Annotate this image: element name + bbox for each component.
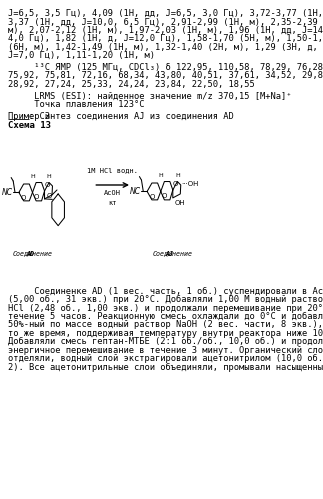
Text: 2). Все ацетонитрильные слои объединяли, промывали насыщенным: 2). Все ацетонитрильные слои объединяли,… bbox=[8, 363, 323, 372]
Text: кт: кт bbox=[109, 200, 117, 206]
Text: 3,37 (1Н, дд, J=10,0, 6,5 Гц), 2,91-2,99 (1Н, м), 2,35-2,39 (1Н,: 3,37 (1Н, дд, J=10,0, 6,5 Гц), 2,91-2,99… bbox=[8, 17, 323, 26]
Text: ¹³C ЯМР (125 МГц, CDCl₃) δ 122,95, 110,58, 78,29, 76,28,: ¹³C ЯМР (125 МГц, CDCl₃) δ 122,95, 110,5… bbox=[8, 63, 323, 72]
Text: 1M HCl водн.: 1M HCl водн. bbox=[87, 168, 138, 174]
Text: O: O bbox=[47, 193, 52, 199]
Text: O: O bbox=[34, 195, 39, 201]
Text: AD: AD bbox=[26, 251, 34, 257]
Text: H: H bbox=[159, 173, 163, 178]
Text: J=7,0 Гц), 1,11-1,20 (1Н, м): J=7,0 Гц), 1,11-1,20 (1Н, м) bbox=[8, 51, 155, 60]
Text: Точка плавления 123°C: Точка плавления 123°C bbox=[8, 100, 145, 109]
Text: LRMS (ESI): найденное значение m/z 370,15 [M+Na]⁺: LRMS (ESI): найденное значение m/z 370,1… bbox=[8, 92, 292, 101]
Text: NC: NC bbox=[130, 187, 141, 196]
Text: AJ: AJ bbox=[166, 251, 174, 257]
Text: ···OH: ···OH bbox=[181, 181, 199, 187]
Text: OH: OH bbox=[175, 200, 186, 206]
Text: течение 5 часов. Реакционную смесь охлаждали до 0°C и добавляли: течение 5 часов. Реакционную смесь охлаж… bbox=[8, 312, 323, 321]
Text: 4,0 Гц), 1,82 (1Н, д, J=12,0 Гц), 1,58-1,70 (5Н, м), 1,50-1,58: 4,0 Гц), 1,82 (1Н, д, J=12,0 Гц), 1,58-1… bbox=[8, 34, 323, 43]
Text: Соединенке AD (1 вес. часть, 1 об.) суспендировали в AcOH: Соединенке AD (1 вес. часть, 1 об.) сусп… bbox=[8, 287, 323, 296]
Text: O: O bbox=[149, 194, 155, 200]
Text: м), 2,07-2,12 (1Н, м), 1,97-2,03 (1Н, м), 1,96 (1Н, дд, J=14,0,: м), 2,07-2,12 (1Н, м), 1,97-2,03 (1Н, м)… bbox=[8, 26, 323, 35]
Text: Пример 3: Пример 3 bbox=[8, 112, 50, 121]
Text: O: O bbox=[21, 195, 26, 201]
Text: Соединение: Соединение bbox=[13, 251, 53, 257]
Text: (5,00 об., 31 экв.) при 20°C. Добавляли 1,00 М водный раствор: (5,00 об., 31 экв.) при 20°C. Добавляли … bbox=[8, 295, 323, 304]
Text: NC: NC bbox=[2, 188, 13, 197]
Text: O: O bbox=[44, 182, 50, 188]
Text: то же время, поддерживая температуру внутри реактора ниже 10°C.: то же время, поддерживая температуру вну… bbox=[8, 329, 323, 338]
Text: Соединение: Соединение bbox=[152, 251, 193, 257]
Text: O: O bbox=[172, 181, 178, 187]
Text: 75,92, 75,81, 72,16, 68,34, 43,80, 40,51, 37,61, 34,52, 29,85,: 75,92, 75,81, 72,16, 68,34, 43,80, 40,51… bbox=[8, 71, 323, 80]
Text: 50%-ный по массе водный раствор NaOH (2 вес. части, 8 экв.), в: 50%-ный по массе водный раствор NaOH (2 … bbox=[8, 320, 323, 329]
Text: энергичное перемешивание в течение 3 минут. Органический слой: энергичное перемешивание в течение 3 мин… bbox=[8, 346, 323, 355]
Text: H: H bbox=[175, 173, 180, 178]
Text: Добавляли смесь гептан-МТБЕ (2:1 об./об., 10,0 об.) и продолжали: Добавляли смесь гептан-МТБЕ (2:1 об./об.… bbox=[8, 337, 323, 346]
Text: H: H bbox=[31, 174, 35, 179]
Text: (6Н, м), 1,42-1,49 (1Н, м), 1,32-1,40 (2Н, м), 1,29 (3Н, д,: (6Н, м), 1,42-1,49 (1Н, м), 1,32-1,40 (2… bbox=[8, 42, 318, 51]
Text: Схема 13: Схема 13 bbox=[8, 121, 51, 130]
Text: H: H bbox=[47, 174, 51, 179]
Text: J=6,5, 3,5 Гц), 4,09 (1Н, дд, J=6,5, 3,0 Гц), 3,72-3,77 (1Н, м),: J=6,5, 3,5 Гц), 4,09 (1Н, дд, J=6,5, 3,0… bbox=[8, 9, 323, 18]
Text: HCl (2,48 об., 1,00 экв.) и продолжали перемешивание при 20°C в: HCl (2,48 об., 1,00 экв.) и продолжали п… bbox=[8, 303, 323, 313]
Text: отделяли, водный слой экстрагировали ацетонитрилом (10,0 об. ×: отделяли, водный слой экстрагировали аце… bbox=[8, 354, 323, 363]
Text: AcOH: AcOH bbox=[104, 190, 121, 196]
Text: : Синтез соединения AJ из соединения AD: : Синтез соединения AJ из соединения AD bbox=[29, 112, 234, 121]
Text: 28,92, 27,24, 25,33, 24,24, 23,84, 22,50, 18,55: 28,92, 27,24, 25,33, 24,24, 23,84, 22,50… bbox=[8, 80, 255, 89]
Text: O: O bbox=[162, 194, 167, 200]
